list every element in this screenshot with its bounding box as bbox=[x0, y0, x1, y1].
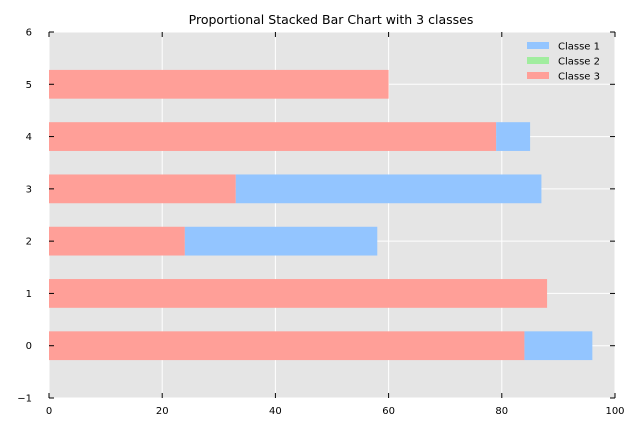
x-tick-label: 40 bbox=[269, 406, 282, 417]
x-tick-label: 20 bbox=[156, 406, 169, 417]
bar-classe-1-row-2 bbox=[184, 226, 378, 256]
legend-label: Classe 1 bbox=[558, 42, 600, 53]
axis-ticks: 0 20 40 60 80 100 −1 0 1 2 3 4 5 6 bbox=[17, 28, 624, 418]
bar-classe-1-row-3 bbox=[235, 174, 542, 204]
y-tick-label: 4 bbox=[26, 132, 32, 143]
bar-classe-1-row-0 bbox=[524, 331, 593, 361]
legend: Classe 1 Classe 2 Classe 3 bbox=[527, 42, 600, 83]
x-tick-label: 0 bbox=[46, 406, 52, 417]
legend-label: Classe 3 bbox=[558, 72, 600, 83]
bar-classe-3-row-1 bbox=[49, 279, 548, 308]
x-tick-label: 80 bbox=[495, 406, 508, 417]
bars bbox=[49, 69, 593, 361]
x-tick-label: 60 bbox=[382, 406, 395, 417]
y-tick-label: 0 bbox=[26, 341, 32, 352]
bar-classe-3-row-2 bbox=[49, 226, 185, 256]
y-tick-label: 2 bbox=[26, 237, 32, 248]
y-tick-label: 3 bbox=[26, 184, 32, 195]
legend-label: Classe 2 bbox=[558, 57, 600, 68]
bar-classe-1-row-4 bbox=[496, 122, 531, 151]
y-tick-label: −1 bbox=[17, 394, 32, 405]
bar-classe-3-row-5 bbox=[49, 69, 389, 99]
legend-swatch bbox=[527, 72, 549, 79]
chart-title: Proportional Stacked Bar Chart with 3 cl… bbox=[189, 12, 474, 27]
x-tick-label: 100 bbox=[605, 406, 624, 417]
legend-swatch bbox=[527, 57, 549, 64]
bar-classe-3-row-4 bbox=[49, 122, 497, 151]
y-tick-label: 5 bbox=[26, 80, 32, 91]
y-tick-label: 1 bbox=[26, 289, 32, 300]
y-tick-label: 6 bbox=[26, 28, 32, 39]
bar-classe-3-row-3 bbox=[49, 174, 236, 204]
bar-classe-3-row-0 bbox=[49, 331, 525, 361]
legend-swatch bbox=[527, 42, 549, 49]
